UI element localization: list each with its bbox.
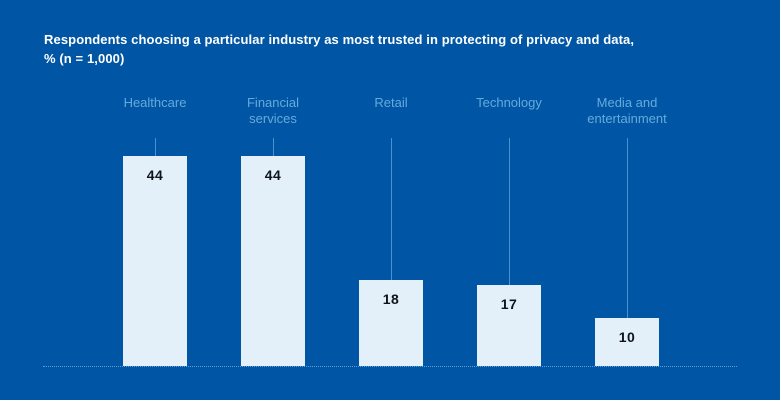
bar: 17: [477, 285, 541, 366]
leader-line: [391, 138, 392, 366]
category-label: Financial services: [246, 95, 300, 126]
x-axis-baseline: [43, 366, 737, 367]
bar: 44: [123, 156, 187, 366]
bar: 10: [595, 318, 659, 366]
bar-value-label: 10: [618, 329, 636, 345]
bar-value-label: 44: [264, 167, 282, 183]
bar: 44: [241, 156, 305, 366]
category-label: Retail: [374, 95, 408, 110]
category-label: Healthcare: [123, 95, 187, 110]
bar-value-label: 17: [500, 296, 518, 312]
leader-line: [509, 138, 510, 366]
bar-value-label: 44: [146, 167, 164, 183]
bar: 18: [359, 280, 423, 366]
chart-title: Respondents choosing a particular indust…: [44, 32, 635, 66]
leader-line: [627, 138, 628, 366]
bar-value-label: 18: [382, 291, 400, 307]
category-label: Media and entertainment: [587, 95, 667, 126]
category-label: Technology: [476, 95, 542, 110]
